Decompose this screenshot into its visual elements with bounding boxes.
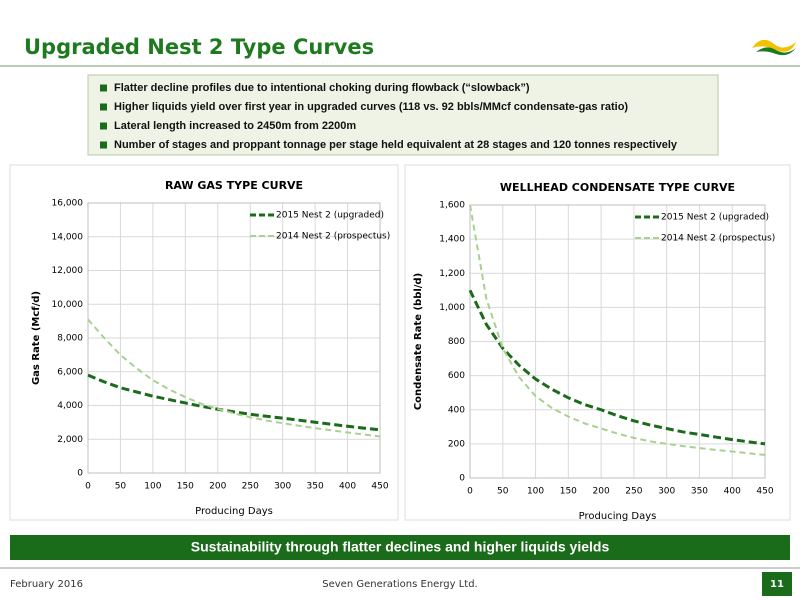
slide-title: Upgraded Nest 2 Type Curves xyxy=(24,35,374,59)
plot-frame xyxy=(87,202,381,474)
bullet-text: Lateral length increased to 2450m from 2… xyxy=(114,120,356,132)
legend-label: 2015 Nest 2 (upgraded) xyxy=(661,213,769,223)
bullet-marker xyxy=(100,103,107,111)
page-box xyxy=(762,572,792,596)
chart-panel xyxy=(404,164,791,521)
x-tick-label: 0 xyxy=(467,487,473,497)
footer-company: Seven Generations Energy Ltd. xyxy=(322,579,477,590)
x-tick-label: 350 xyxy=(691,487,708,497)
chart-title: RAW GAS TYPE CURVE xyxy=(165,179,303,192)
y-tick-label: 10,000 xyxy=(52,300,84,310)
x-tick-label: 100 xyxy=(144,482,161,492)
y-tick-label: 1,000 xyxy=(439,303,465,313)
y-tick-label: 4,000 xyxy=(57,401,83,411)
logo xyxy=(752,39,796,56)
y-tick-label: 16,000 xyxy=(52,199,84,209)
x-tick-label: 350 xyxy=(307,482,324,492)
y-tick-label: 800 xyxy=(448,337,465,347)
bullet-box xyxy=(87,74,719,156)
y-tick-label: 600 xyxy=(448,371,465,381)
y-tick-label: 8,000 xyxy=(57,334,83,344)
x-tick-label: 450 xyxy=(756,487,773,497)
x-tick-label: 300 xyxy=(274,482,291,492)
x-tick-label: 150 xyxy=(560,487,577,497)
y-tick-label: 1,400 xyxy=(439,235,465,245)
footer-date: February 2016 xyxy=(10,579,83,590)
bullet-marker xyxy=(100,84,107,92)
x-tick-label: 250 xyxy=(242,482,259,492)
series-line xyxy=(468,289,766,446)
y-axis-label: Gas Rate (Mcf/d) xyxy=(31,291,42,385)
x-tick-label: 200 xyxy=(209,482,226,492)
legend-label: 2014 Nest 2 (prospectus) xyxy=(661,234,775,244)
series-line xyxy=(469,204,766,456)
x-tick-label: 0 xyxy=(85,482,91,492)
bullet-marker xyxy=(100,141,107,149)
y-tick-label: 0 xyxy=(459,474,465,484)
x-tick-label: 200 xyxy=(593,487,610,497)
x-tick-label: 400 xyxy=(339,482,356,492)
banner-text: Sustainability through flatter declines … xyxy=(191,539,610,555)
y-tick-label: 6,000 xyxy=(57,367,83,377)
bullet-text: Higher liquids yield over first year in … xyxy=(114,101,628,113)
chart-title: WELLHEAD CONDENSATE TYPE CURVE xyxy=(500,181,735,194)
y-tick-label: 200 xyxy=(448,439,465,449)
x-axis-label: Producing Days xyxy=(195,506,273,517)
y-tick-label: 14,000 xyxy=(52,232,84,242)
x-tick-label: 100 xyxy=(527,487,544,497)
banner xyxy=(10,535,790,560)
y-tick-label: 1,600 xyxy=(439,201,465,211)
x-tick-label: 150 xyxy=(177,482,194,492)
bullet-text: Number of stages and proppant tonnage pe… xyxy=(114,139,678,151)
x-tick-label: 250 xyxy=(625,487,642,497)
y-tick-label: 1,200 xyxy=(439,269,465,279)
chart-panel xyxy=(9,164,399,521)
y-tick-label: 0 xyxy=(77,469,83,479)
y-tick-label: 2,000 xyxy=(57,435,83,445)
page-number: 11 xyxy=(770,579,784,590)
y-tick-label: 12,000 xyxy=(52,266,84,276)
series-line xyxy=(87,373,381,432)
legend-label: 2014 Nest 2 (prospectus) xyxy=(276,232,390,242)
y-tick-label: 400 xyxy=(448,405,465,415)
x-tick-label: 50 xyxy=(497,487,509,497)
x-tick-label: 450 xyxy=(371,482,388,492)
x-tick-label: 300 xyxy=(658,487,675,497)
plot-frame xyxy=(469,204,766,479)
x-tick-label: 50 xyxy=(115,482,127,492)
x-tick-label: 400 xyxy=(724,487,741,497)
y-axis-label: Condensate Rate (bbl/d) xyxy=(413,273,424,410)
x-axis-label: Producing Days xyxy=(579,511,657,522)
bullet-marker xyxy=(100,122,107,130)
bullet-text: Flatter decline profiles due to intentio… xyxy=(114,82,530,94)
legend-label: 2015 Nest 2 (upgraded) xyxy=(276,211,384,221)
